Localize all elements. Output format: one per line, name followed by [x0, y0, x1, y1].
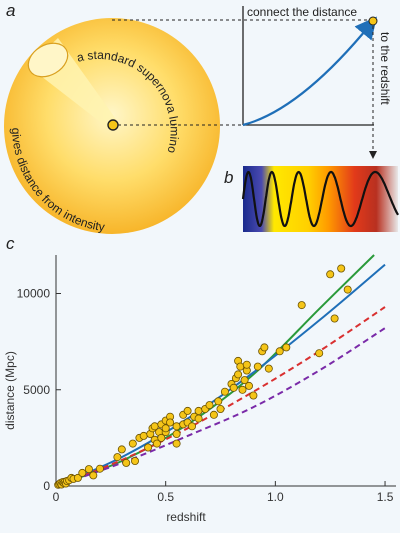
y-tick-label: 0 — [43, 479, 50, 493]
data-point — [282, 343, 291, 352]
data-point — [139, 431, 148, 440]
data-point — [117, 445, 126, 454]
data-point — [172, 429, 181, 438]
data-point — [128, 439, 137, 448]
data-point — [326, 270, 335, 279]
data-point — [157, 433, 166, 442]
redshifted-wave — [241, 170, 399, 228]
data-point — [130, 456, 139, 465]
curve-endpoint-icon — [368, 16, 378, 26]
data-point — [244, 381, 253, 390]
data-point — [187, 422, 196, 431]
data-point — [229, 383, 238, 392]
data-point — [84, 465, 93, 474]
data-point — [161, 424, 170, 433]
hubble-chart: 0 0.5 1.0 1.5 0 5000 10000 redshift distance (Mp… — [3, 254, 396, 524]
series-line — [55, 263, 386, 487]
data-point — [249, 391, 258, 400]
x-tick-label: 1.0 — [267, 490, 284, 504]
data-point — [240, 376, 249, 385]
data-point — [330, 314, 339, 323]
data-point — [220, 387, 229, 396]
data-point — [183, 406, 192, 415]
panel-c-label: c — [6, 234, 15, 253]
panel-a-label: a — [6, 1, 15, 20]
x-tick-label: 0 — [53, 490, 60, 504]
data-point — [113, 453, 122, 462]
data-point — [122, 458, 131, 467]
data-point — [166, 418, 175, 427]
data-point — [172, 422, 181, 431]
data-point — [205, 401, 214, 410]
panel-a: a a standard supernova luminosity gives … — [0, 0, 392, 234]
data-point — [234, 370, 243, 379]
data-point — [78, 468, 87, 477]
x-tick-label: 1.5 — [377, 490, 394, 504]
data-point — [236, 362, 245, 371]
data-point — [264, 364, 273, 373]
data-point — [343, 285, 352, 294]
curve-side-text: to the redshift — [378, 32, 392, 105]
data-point — [260, 343, 269, 352]
series-line — [55, 254, 375, 487]
data-point — [95, 464, 104, 473]
data-point — [275, 347, 284, 356]
data-point — [172, 439, 181, 448]
distance-redshift-curve — [242, 16, 377, 127]
x-tick-label: 0.5 — [157, 490, 174, 504]
data-point — [209, 410, 218, 419]
data-point — [253, 362, 262, 371]
y-tick-label: 10000 — [17, 287, 51, 301]
panel-c: c 0 0.5 1.0 1.5 0 5000 10000 redshift distance (… — [3, 234, 396, 524]
data-point — [152, 439, 161, 448]
observer-patch — [27, 42, 69, 78]
data-point — [242, 360, 251, 369]
curve-top-text: connect the distance — [247, 5, 357, 19]
data-point — [216, 404, 225, 413]
panel-b-label: b — [224, 168, 233, 187]
y-tick-label: 5000 — [23, 383, 50, 397]
data-point — [194, 414, 203, 423]
data-point — [315, 349, 324, 358]
data-point — [194, 406, 203, 415]
data-point — [337, 264, 346, 273]
series-line — [55, 327, 386, 487]
y-axis-title: distance (Mpc) — [3, 351, 17, 430]
x-axis-title: redshift — [166, 510, 206, 524]
data-point — [297, 301, 306, 310]
data-point — [89, 471, 98, 480]
data-point — [214, 397, 223, 406]
data-point — [144, 443, 153, 452]
panel-b: b — [224, 166, 399, 232]
data-point — [238, 385, 247, 394]
data-point — [73, 473, 82, 482]
supernova-source-icon — [107, 119, 119, 131]
